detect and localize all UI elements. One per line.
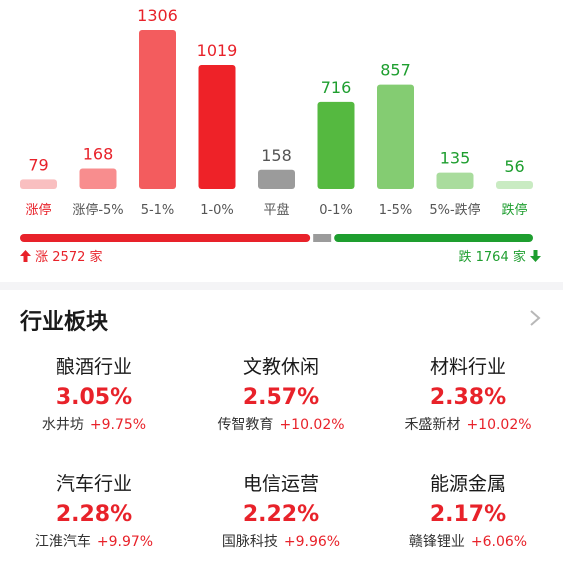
sector-name: 汽车行业 <box>55 473 132 495</box>
chevron-right-icon[interactable] <box>529 308 541 333</box>
leading-stock-change: +9.75% <box>89 417 147 433</box>
bar <box>198 64 236 189</box>
leading-stock: 水井坊 <box>41 417 84 433</box>
sector-name: 材料行业 <box>429 356 506 378</box>
sector-card[interactable]: 汽车行业 2.28% 江淮汽车 +9.97% <box>0 469 188 551</box>
sector-card[interactable]: 电信运营 2.22% 国脉科技 +9.96% <box>187 469 375 551</box>
up-count: 涨 2572 家 <box>20 246 103 265</box>
sector-card[interactable]: 能源金属 2.17% 赣锋锂业 +6.06% <box>374 469 562 551</box>
leading-stock-change: +9.97% <box>96 534 154 550</box>
bar-value-label: 857 <box>380 61 411 80</box>
sector-change: 3.05% <box>55 385 133 410</box>
distribution-chart: 79 涨停 168 涨停-5% 1306 5-1% 1019 1-0% 158 平盘 716 0-1%… <box>20 6 533 242</box>
down-count: 跌 1764 家 <box>458 246 541 265</box>
sector-card[interactable]: 材料行业 2.38% 禾盛新材 +10.02% <box>374 352 562 434</box>
leading-stock: 传智教育 <box>217 417 274 433</box>
up-count-label: 涨 2572 家 <box>35 250 103 265</box>
bar-value-label: 168 <box>83 145 114 164</box>
arrow-up-icon <box>20 250 35 265</box>
leading-stock: 赣锋锂业 <box>408 534 465 550</box>
category-label: 跌停 <box>501 202 527 218</box>
sector-change: 2.38% <box>429 385 507 410</box>
category-label: 5-1% <box>141 203 175 218</box>
leading-stock: 禾盛新材 <box>404 417 461 433</box>
sector-card[interactable]: 酿酒行业 3.05% 水井坊 +9.75% <box>0 352 188 434</box>
category-label: 1-0% <box>200 203 234 218</box>
leading-stock-change: +10.02% <box>279 417 345 433</box>
bar <box>20 179 57 189</box>
ratio-up-segment <box>20 234 311 242</box>
category-label: 涨停 <box>25 202 51 218</box>
sector-card[interactable]: 文教休闲 2.57% 传智教育 +10.02% <box>187 352 375 434</box>
bar <box>377 84 414 189</box>
sector-name: 能源金属 <box>429 473 506 495</box>
category-label: 0-1% <box>319 203 353 218</box>
category-label: 1-5% <box>379 203 413 218</box>
bar <box>139 30 176 189</box>
sector-change: 2.28% <box>55 502 133 527</box>
arrow-down-icon <box>530 250 541 265</box>
bar <box>436 172 474 189</box>
ratio-flat-segment <box>313 234 332 242</box>
leading-stock-change: +6.06% <box>470 534 528 550</box>
bar-value-label: 79 <box>28 155 48 174</box>
sector-change: 2.57% <box>242 385 320 410</box>
category-label: 5%-跌停 <box>429 202 480 218</box>
bar <box>258 169 295 189</box>
leading-stock: 国脉科技 <box>221 534 278 550</box>
bar-value-label: 158 <box>261 146 292 165</box>
leading-stock: 江淮汽车 <box>34 534 91 550</box>
sector-name: 酿酒行业 <box>55 356 132 378</box>
category-label: 涨停-5% <box>72 202 123 218</box>
ratio-down-segment <box>334 234 533 242</box>
sector-change: 2.22% <box>242 502 320 527</box>
bar-value-label: 1019 <box>197 41 238 60</box>
leading-stock-change: +10.02% <box>466 417 532 433</box>
section-title: 行业板块 <box>20 310 109 335</box>
sector-name: 文教休闲 <box>242 356 319 378</box>
bar-value-label: 56 <box>504 157 524 176</box>
leading-stock-change: +9.96% <box>283 534 341 550</box>
bar-value-label: 135 <box>440 149 471 168</box>
section-divider <box>0 282 563 290</box>
bar-value-label: 716 <box>321 78 352 97</box>
bar <box>317 101 355 189</box>
down-count-label: 跌 1764 家 <box>458 250 526 265</box>
sector-name: 电信运营 <box>242 473 319 495</box>
sector-change: 2.17% <box>429 502 507 527</box>
bar-value-label: 1306 <box>137 6 178 25</box>
category-label: 平盘 <box>263 202 289 218</box>
bar <box>496 181 533 189</box>
up-down-ratio-bar <box>20 234 533 242</box>
bar <box>79 168 117 189</box>
